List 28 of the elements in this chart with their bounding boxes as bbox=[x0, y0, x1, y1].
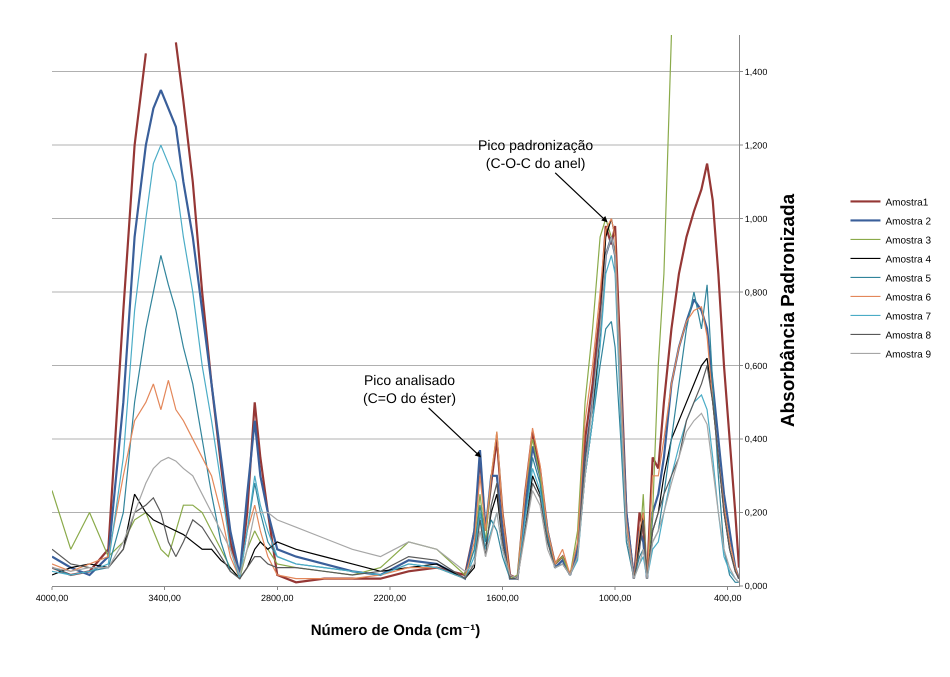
x-tick-label: 400,00 bbox=[714, 592, 742, 603]
legend-label: Amostra 2 bbox=[885, 216, 932, 228]
legend-label: Amostra 4 bbox=[885, 254, 932, 266]
legend-label: Amostra 5 bbox=[885, 273, 932, 284]
legend-label: Amostra 8 bbox=[885, 330, 932, 342]
x-axis-title: Número de Onda (cm⁻¹) bbox=[310, 622, 480, 639]
y-tick-label: 0,000 bbox=[744, 581, 768, 592]
x-tick-label: 1600,00 bbox=[486, 592, 519, 603]
legend-label: Amostra1 bbox=[885, 197, 929, 208]
x-tick-label: 3400,00 bbox=[148, 592, 181, 603]
annotation: Pico analisado (C=O do éster) bbox=[363, 372, 456, 406]
y-tick-label: 1,400 bbox=[744, 66, 768, 77]
y-tick-label: 0,200 bbox=[744, 508, 768, 518]
y-tick-label: 0,800 bbox=[744, 287, 768, 298]
annotation: Pico padronização (C-O-C do anel) bbox=[478, 137, 594, 172]
y-tick-label: 0,600 bbox=[744, 360, 768, 371]
x-tick-label: 2800,00 bbox=[260, 592, 294, 603]
y-tick-label: 1,200 bbox=[744, 140, 768, 150]
legend-label: Amostra 7 bbox=[885, 311, 932, 322]
x-tick-label: 2200,00 bbox=[374, 592, 406, 603]
y-axis-title: Absorbância Padronizada bbox=[778, 193, 800, 428]
legend-label: Amostra 3 bbox=[885, 235, 932, 246]
legend-label: Amostra 6 bbox=[885, 292, 932, 304]
x-tick-label: 1000,00 bbox=[598, 592, 632, 603]
y-tick-label: 0,400 bbox=[744, 434, 768, 444]
x-tick-label: 4000,00 bbox=[36, 592, 68, 603]
legend-label: Amostra 9 bbox=[885, 349, 932, 360]
y-tick-label: 1,000 bbox=[744, 214, 768, 224]
